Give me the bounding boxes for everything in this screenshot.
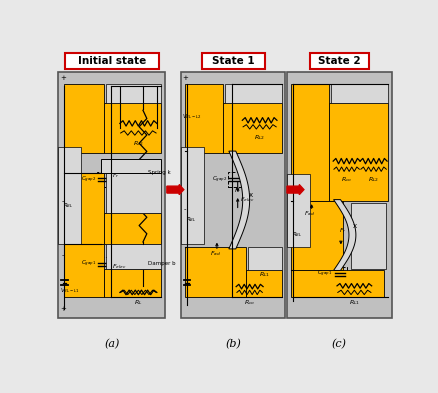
Text: x: x: [249, 192, 253, 198]
Text: -: -: [184, 206, 186, 212]
Bar: [290, 201, 343, 270]
Bar: [180, 72, 285, 318]
Bar: [184, 84, 223, 153]
Bar: [288, 219, 305, 229]
Bar: [100, 159, 161, 173]
Bar: [286, 174, 309, 247]
Bar: [96, 257, 110, 272]
Bar: [359, 164, 386, 174]
Text: State 1: State 1: [211, 56, 254, 66]
Text: Damper b: Damper b: [147, 261, 175, 266]
Text: x: x: [352, 223, 356, 229]
Text: +: +: [60, 306, 66, 312]
Text: $F_{elec}$: $F_{elec}$: [112, 262, 127, 271]
Bar: [184, 247, 246, 298]
Text: $R_{L1}$: $R_{L1}$: [348, 299, 359, 307]
Bar: [120, 287, 156, 298]
Text: $F_{ad}$: $F_{ad}$: [303, 209, 314, 218]
Bar: [96, 172, 110, 187]
Bar: [104, 103, 161, 153]
Text: $R_{L1}$: $R_{L1}$: [258, 270, 270, 279]
Bar: [139, 264, 146, 269]
Bar: [350, 203, 385, 269]
Bar: [236, 287, 262, 298]
Text: $R_{co}$: $R_{co}$: [244, 299, 254, 307]
Bar: [64, 84, 104, 153]
Text: (a): (a): [104, 338, 119, 349]
Bar: [246, 270, 281, 298]
Text: Spring k: Spring k: [148, 170, 171, 175]
Text: $R_{c2}$: $R_{c2}$: [133, 139, 144, 148]
Bar: [104, 269, 161, 298]
Bar: [250, 259, 279, 269]
Bar: [223, 103, 281, 153]
Bar: [290, 84, 328, 201]
Bar: [106, 244, 161, 269]
Text: $R_{BL}$: $R_{BL}$: [291, 230, 301, 239]
Text: -: -: [61, 198, 64, 204]
Bar: [332, 266, 346, 282]
Bar: [58, 147, 81, 244]
Text: $F_r$: $F_r$: [233, 186, 241, 195]
FancyBboxPatch shape: [65, 53, 159, 70]
Text: Initial state: Initial state: [78, 56, 145, 66]
Text: +: +: [182, 75, 188, 81]
FancyBboxPatch shape: [201, 53, 264, 70]
Bar: [290, 270, 383, 298]
Bar: [227, 172, 241, 187]
Bar: [224, 84, 281, 103]
Text: $R_{BL}$: $R_{BL}$: [185, 215, 195, 224]
Polygon shape: [333, 200, 355, 270]
Bar: [104, 213, 161, 244]
Bar: [336, 287, 371, 298]
Text: $C_{gap2}$: $C_{gap2}$: [211, 174, 226, 185]
FancyArrow shape: [286, 185, 303, 195]
Text: $F_{ad}$: $F_{ad}$: [209, 249, 221, 258]
Text: $R_{L2}$: $R_{L2}$: [367, 175, 378, 184]
Polygon shape: [228, 151, 249, 249]
Text: State 2: State 2: [317, 56, 360, 66]
Text: $R_{L2}$: $R_{L2}$: [254, 133, 265, 142]
Bar: [106, 173, 161, 213]
Text: +: +: [60, 75, 66, 81]
Text: $V_{BL-L2}$: $V_{BL-L2}$: [182, 112, 201, 121]
Bar: [60, 189, 77, 200]
Bar: [58, 72, 165, 318]
Bar: [332, 164, 359, 174]
Bar: [120, 128, 156, 138]
Bar: [242, 122, 276, 132]
Bar: [330, 84, 387, 103]
Bar: [286, 72, 391, 318]
Text: $F_r$: $F_r$: [338, 226, 346, 235]
Bar: [182, 204, 199, 213]
Text: $C_{gap1}$: $C_{gap1}$: [81, 259, 96, 269]
FancyArrow shape: [166, 185, 184, 195]
Bar: [247, 247, 281, 270]
FancyBboxPatch shape: [309, 53, 368, 70]
Text: (b): (b): [225, 338, 240, 349]
Text: $F_r$: $F_r$: [112, 171, 120, 180]
Text: (c): (c): [331, 338, 346, 349]
Text: $C_{gap1}$: $C_{gap1}$: [317, 269, 332, 279]
Text: $R_{co}$: $R_{co}$: [340, 175, 351, 184]
Text: $F_{elec}$: $F_{elec}$: [240, 195, 254, 204]
Bar: [64, 244, 104, 298]
Bar: [328, 103, 387, 201]
Bar: [64, 173, 104, 244]
Bar: [180, 147, 203, 244]
Text: $C_{gap2}$: $C_{gap2}$: [81, 174, 96, 185]
Text: $R_{BL}$: $R_{BL}$: [63, 201, 73, 210]
Text: $V_{BL-L1}$: $V_{BL-L1}$: [60, 286, 79, 295]
Text: -: -: [61, 252, 64, 258]
Text: $R_L$: $R_L$: [134, 299, 142, 307]
Bar: [106, 84, 161, 103]
